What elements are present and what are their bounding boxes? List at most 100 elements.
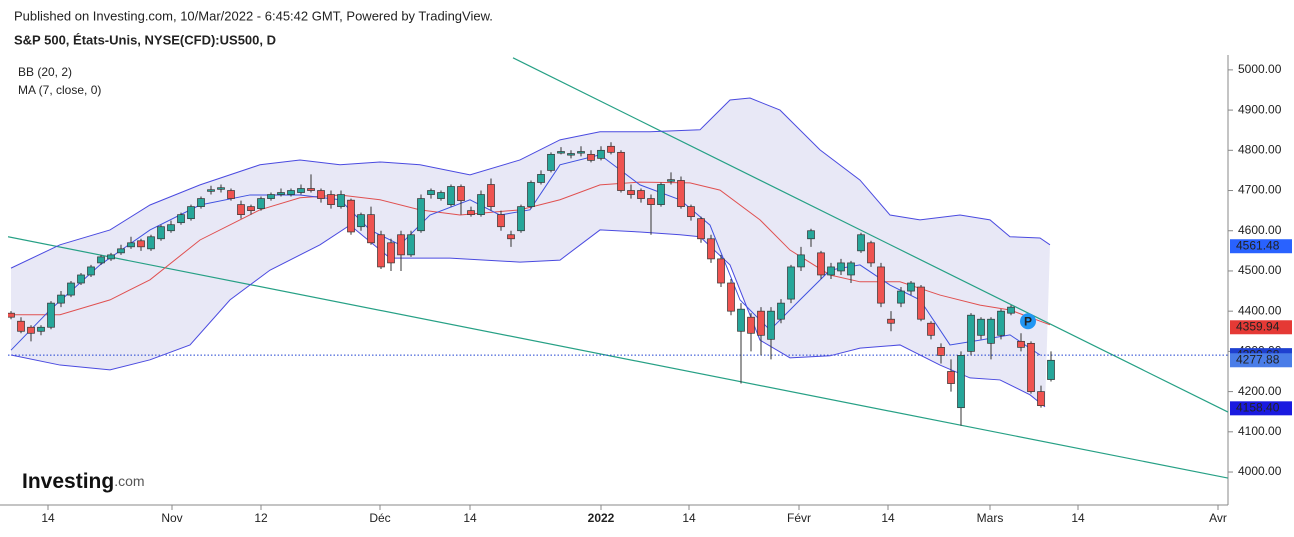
candle-body [697,218,705,240]
x-tick-label: Avr [1209,511,1227,525]
candle-body [57,294,65,304]
candle-body [767,310,775,340]
price-label: 4158.40 [1236,400,1280,414]
price-label: 4277.88 [1236,352,1280,366]
candle-body [937,347,945,356]
candle-body [657,184,665,205]
price-label: 4561.48 [1236,238,1280,252]
candle-body [927,322,935,336]
candle-body [1007,306,1015,314]
logo: Investing.com [22,470,145,493]
logo-name: Investing [22,470,114,493]
candle-body [197,198,205,207]
candle-body [447,186,455,205]
candle-body [597,149,605,159]
candle-body [817,252,825,276]
candle-body [747,316,755,334]
candle-body [577,151,585,154]
x-tick-label: Mars [977,511,1004,525]
candle-body [677,180,685,207]
candle-body [737,308,745,332]
candle-body [877,266,885,304]
candle-body [847,262,855,276]
y-tick-label: 4200.00 [1238,384,1282,398]
candle-body [227,190,235,199]
candle-body [507,234,515,240]
candle-body [147,236,155,250]
indicator: BB (20, 2) [18,65,72,79]
candle-body [487,184,495,207]
candle-body [257,198,265,209]
candle-body [347,199,355,233]
candle-body [267,194,275,199]
candle-body [477,194,485,216]
candle-body [887,318,895,324]
candle-body [87,266,95,276]
candle-body [327,194,335,205]
candle-body [127,242,135,248]
candle-body [407,234,415,256]
candle-body [177,214,185,224]
indicator: MA (7, close, 0) [18,83,101,97]
candle-body [277,192,285,195]
candle-body [917,286,925,320]
candle-body [367,214,375,244]
candle-body [627,190,635,195]
candle-body [8,312,15,318]
candle-body [637,190,645,199]
candle-body [47,302,55,328]
candle-body [167,224,175,232]
y-tick-label: 4400.00 [1238,303,1282,317]
indicator-line [10,224,1046,408]
candle-body [187,206,195,220]
candle-body [37,326,45,332]
candle-body [907,282,915,292]
candle-body [97,256,105,264]
candle-body [827,266,835,276]
candle-body [967,314,975,352]
symbol: S&P 500, États-Unis, NYSE(CFD):US500, D [14,32,276,47]
published: Published on Investing.com, 10/Mar/2022 … [14,8,493,23]
candle-body [977,318,985,336]
x-tick-label: Févr [787,511,811,525]
x-tick-label: 14 [463,511,477,525]
logo-suffix: .com [114,473,144,489]
candle-body [307,188,315,191]
candle-body [1027,342,1035,392]
candle-body [777,302,785,320]
candle-body [987,318,995,344]
candle-body [797,254,805,268]
candle-body [217,187,225,190]
candle-body [997,310,1005,336]
candle-body [17,320,25,332]
candle-body [467,210,475,216]
candle-body [417,198,425,232]
y-tick-label: 4500.00 [1238,263,1282,277]
candle-body [377,234,385,268]
x-tick-label: Déc [369,511,390,525]
candle-body [517,206,525,232]
candle-body [857,234,865,252]
candle-body [727,282,735,312]
candle-body [497,214,505,228]
indicator-line [10,97,1051,269]
candle-body [707,238,715,260]
x-tick-label: 14 [1071,511,1085,525]
price-label-box [1230,320,1292,335]
x-tick-label: 14 [881,511,895,525]
candle-body [287,190,295,195]
candle-body [687,206,695,218]
price-label-box [1230,353,1292,368]
candle-body [957,355,965,409]
indicator-line [11,181,1051,326]
candle-body [137,240,145,248]
y-tick-label: 4900.00 [1238,102,1282,116]
candle-body [807,230,815,240]
x-tick-label: Nov [161,511,182,525]
trend-line [512,57,1228,413]
indicator-line [10,154,1041,356]
event-marker [1020,313,1036,330]
y-tick-label: 5000.00 [1238,62,1282,76]
candle-body [617,151,625,191]
